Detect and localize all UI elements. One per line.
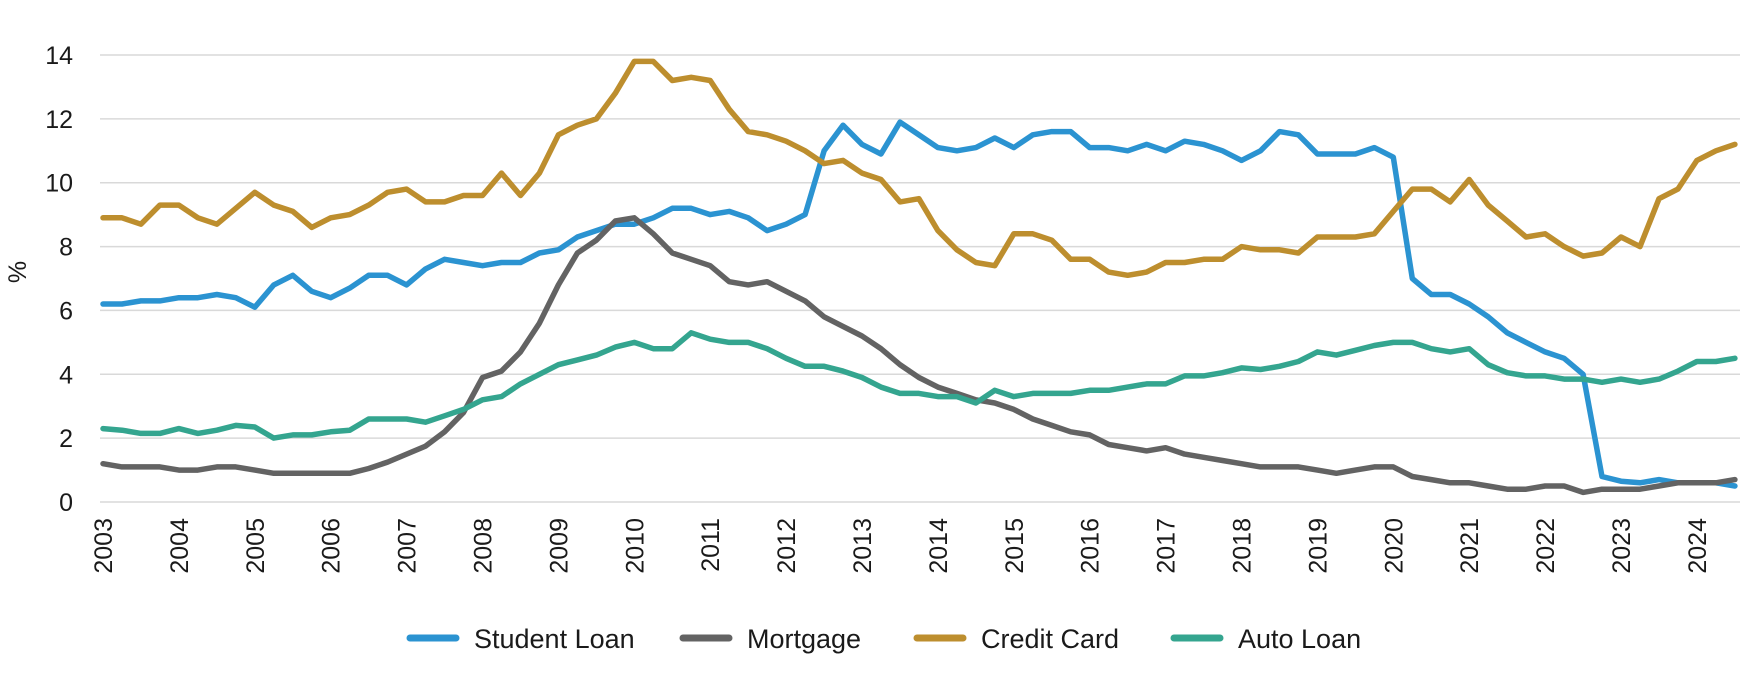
series-lines	[100, 58, 1738, 496]
series-line-student-loan	[100, 119, 1738, 489]
x-tick-label: 2007	[394, 518, 422, 574]
x-tick-label: 2010	[621, 518, 649, 574]
x-tick-label: 2017	[1153, 518, 1181, 574]
legend-label: Credit Card	[981, 624, 1119, 654]
series-line-credit-card	[100, 58, 1738, 279]
x-tick-label: 2009	[545, 518, 573, 574]
x-tick-label: 2004	[166, 518, 194, 574]
x-tick-label: 2024	[1684, 518, 1712, 574]
y-tick-label: 8	[59, 234, 73, 262]
y-axis-label: %	[4, 261, 32, 283]
x-tick-label: 2019	[1304, 518, 1332, 574]
y-tick-label: 10	[45, 170, 73, 198]
y-axis-ticks: 0 2 4 6 8 10 12 14	[45, 42, 73, 517]
x-tick-label: 2013	[849, 518, 877, 574]
x-tick-label: 2005	[242, 518, 270, 574]
x-tick-label: 2018	[1229, 518, 1257, 574]
x-tick-label: 2016	[1077, 518, 1105, 574]
x-tick-label: 2012	[773, 518, 801, 574]
x-tick-label: 2008	[470, 518, 498, 574]
x-tick-label: 2014	[925, 518, 953, 574]
x-tick-label: 2023	[1608, 518, 1636, 574]
series-line-auto-loan	[100, 330, 1738, 441]
x-tick-label: 2006	[318, 518, 346, 574]
y-tick-label: 0	[59, 489, 73, 517]
legend: Student Loan Mortgage Credit Card Auto Loan	[406, 624, 1361, 654]
gridlines	[100, 54, 1740, 503]
x-tick-label: 2021	[1456, 518, 1484, 574]
x-tick-label: 2015	[1001, 518, 1029, 574]
x-axis-ticks: 2003 2004 2005 2006 2007 2008 2009 2010 2011 2012…	[90, 518, 1712, 574]
x-tick-label: 2003	[90, 518, 118, 574]
x-tick-label: 2011	[697, 518, 725, 572]
y-tick-label: 14	[45, 42, 73, 70]
y-tick-label: 4	[59, 361, 73, 389]
x-tick-label: 2022	[1532, 518, 1560, 574]
y-tick-label: 12	[45, 106, 73, 134]
legend-label: Mortgage	[747, 624, 861, 654]
y-tick-label: 6	[59, 297, 73, 325]
legend-label: Student Loan	[474, 624, 635, 654]
series-line-mortgage	[100, 215, 1738, 496]
legend-label: Auto Loan	[1238, 624, 1361, 654]
x-tick-label: 2020	[1380, 518, 1408, 574]
y-tick-label: 2	[59, 425, 73, 453]
